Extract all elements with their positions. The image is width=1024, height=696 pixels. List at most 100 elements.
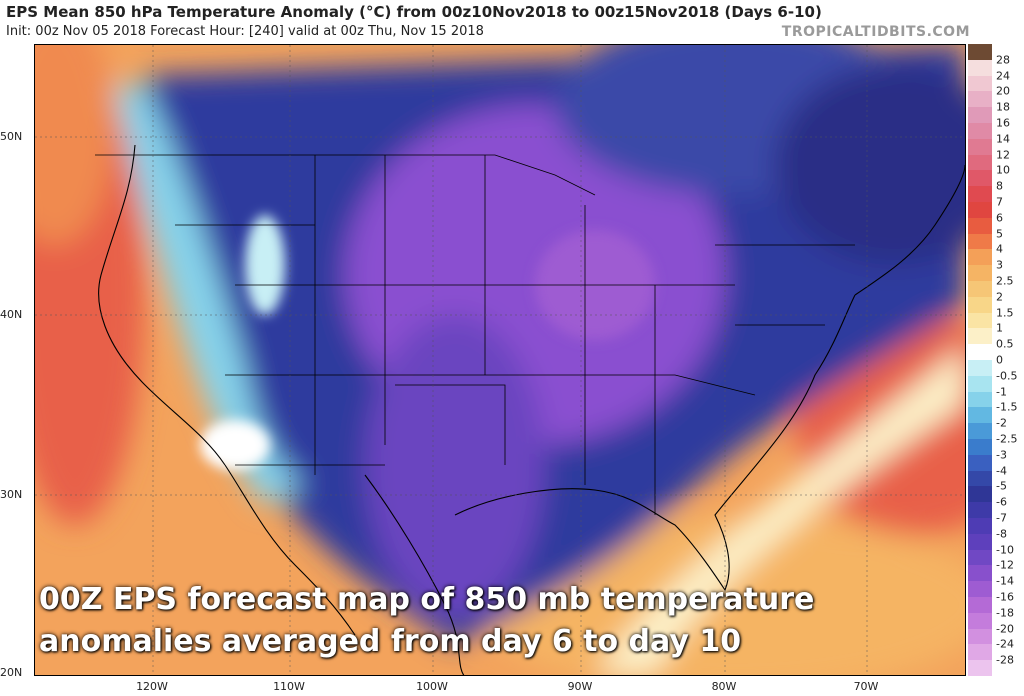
colorbar-swatch (968, 186, 992, 203)
colorbar-swatch (968, 123, 992, 140)
colorbar-label: -10 (996, 543, 1014, 557)
colorbar-swatch (968, 344, 992, 361)
colorbar-label: -1.5 (996, 400, 1018, 414)
colorbar-swatch (968, 470, 992, 487)
colorbar-swatch (968, 75, 992, 92)
colorbar-swatch (968, 154, 992, 171)
colorbar-label: -0.5 (996, 369, 1018, 383)
colorbar-swatch (968, 597, 992, 614)
lon-label-110w: 110W (273, 680, 305, 693)
colorbar-label: -8 (996, 527, 1007, 541)
lat-label-20n: 20N (0, 666, 23, 679)
lon-label-70w: 70W (853, 680, 879, 693)
colorbar-swatch (968, 454, 992, 472)
colorbar-swatch (968, 612, 992, 630)
colorbar-swatch (968, 486, 992, 503)
colorbar-label: -28 (996, 653, 1014, 667)
colorbar-swatch (968, 328, 992, 345)
lon-label-120w: 120W (136, 680, 168, 693)
colorbar-label: 14 (996, 132, 1010, 146)
colorbar-swatch (968, 565, 992, 582)
colorbar-swatch (968, 644, 992, 661)
colorbar-label: 18 (996, 100, 1010, 114)
coastlines (98, 144, 965, 675)
colorbar-label: 28 (996, 53, 1010, 67)
colorbar-label: 0 (996, 353, 1003, 367)
map-subtitle: Init: 00z Nov 05 2018 Forecast Hour: [24… (6, 24, 484, 39)
colorbar-label: -5 (996, 479, 1007, 493)
colorbar-label: 6 (996, 211, 1003, 225)
colorbar-swatch (968, 502, 992, 519)
colorbar-swatch (968, 533, 992, 551)
colorbar-label: 16 (996, 116, 1010, 130)
colorbar-swatch (968, 312, 992, 329)
colorbar-swatch (968, 44, 992, 61)
colorbar-swatch (968, 107, 992, 124)
colorbar-label: 2 (996, 290, 1003, 304)
colorbar-swatch (968, 628, 992, 645)
colorbar-swatch (968, 660, 992, 677)
colorbar-swatch (968, 581, 992, 598)
colorbar-label: 5 (996, 227, 1003, 241)
colorbar-swatch (968, 281, 992, 298)
colorbar-swatch (968, 549, 992, 566)
colorbar-label: -12 (996, 558, 1014, 572)
colorbar-swatch (968, 59, 992, 77)
lon-label-90w: 90W (567, 680, 593, 693)
colorbar-swatch (968, 391, 992, 408)
colorbar-label: 1 (996, 321, 1003, 335)
site-brand[interactable]: TROPICALTIDBITS.COM (781, 24, 970, 40)
colorbar-swatch (968, 375, 992, 393)
colorbar-label: -16 (996, 590, 1014, 604)
colorbar-swatch (968, 265, 992, 282)
colorbar-label: -2 (996, 416, 1007, 430)
state-borders (95, 154, 855, 515)
colorbar-label: -24 (996, 637, 1014, 651)
lat-label-30n: 30N (0, 488, 23, 501)
colorbar-swatch (968, 202, 992, 219)
colorbar-label: -18 (996, 606, 1014, 620)
colorbar-swatch (968, 360, 992, 377)
map-title: EPS Mean 850 hPa Temperature Anomaly (°C… (6, 3, 822, 21)
colorbar-label: -2.5 (996, 432, 1018, 446)
colorbar-label: 0.5 (996, 337, 1014, 351)
colorbar-swatch (968, 439, 992, 456)
colorbar-label: 8 (996, 179, 1003, 193)
colorbar-label: -7 (996, 511, 1007, 525)
colorbar-label: -3 (996, 448, 1007, 462)
colorbar-label: 10 (996, 163, 1010, 177)
colorbar-swatch (968, 407, 992, 424)
colorbar-label: 4 (996, 242, 1003, 256)
colorbar-label: -14 (996, 574, 1014, 588)
graticule (35, 45, 965, 675)
colorbar-swatch (968, 249, 992, 266)
colorbar-legend: 28 24 20 18 16 14 12 10 8 7 6 5 4 3 2.5 2 1.5 1 0.5 0 -0.5 -1… (968, 44, 1024, 677)
colorbar-label: 1.5 (996, 306, 1014, 320)
map-caption: 00Z EPS forecast map of 850 mb temperatu… (39, 579, 814, 663)
colorbar-label: -1 (996, 385, 1007, 399)
colorbar-swatch (968, 91, 992, 108)
colorbar-swatch (968, 217, 992, 235)
lat-label-40n: 40N (0, 308, 23, 321)
colorbar-swatch (968, 423, 992, 440)
colorbar-label: -4 (996, 464, 1007, 478)
colorbar-swatch (968, 170, 992, 187)
colorbar-swatch (968, 233, 992, 250)
lat-label-50n: 50N (0, 130, 23, 143)
colorbar-label: 20 (996, 84, 1010, 98)
lon-label-80w: 80W (711, 680, 737, 693)
lon-label-100w: 100W (416, 680, 448, 693)
caption-line-2: anomalies averaged from day 6 to day 10 (39, 624, 742, 659)
colorbar-label: -6 (996, 495, 1007, 509)
colorbar-swatch (968, 138, 992, 156)
header-bar: EPS Mean 850 hPa Temperature Anomaly (°C… (0, 0, 1024, 44)
anomaly-map: 00Z EPS forecast map of 850 mb temperatu… (34, 44, 966, 676)
colorbar-label: 12 (996, 148, 1010, 162)
colorbar-label: 2.5 (996, 274, 1014, 288)
colorbar-label: 24 (996, 69, 1010, 83)
colorbar-label: -20 (996, 622, 1014, 636)
colorbar-label: 7 (996, 195, 1003, 209)
colorbar-swatch (968, 296, 992, 314)
map-svg (35, 45, 965, 675)
caption-line-1: 00Z EPS forecast map of 850 mb temperatu… (39, 582, 815, 617)
